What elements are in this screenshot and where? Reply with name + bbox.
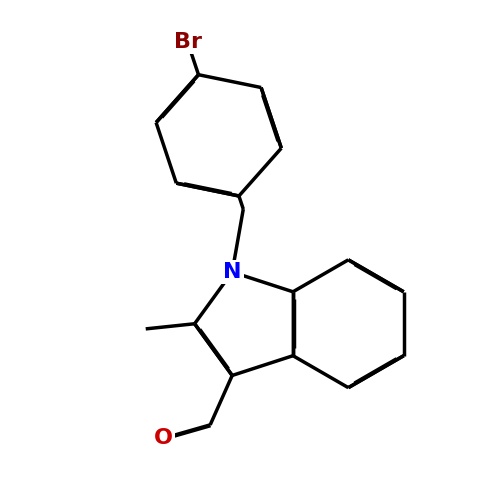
Text: Br: Br	[174, 32, 202, 52]
Text: O: O	[154, 428, 172, 448]
Text: N: N	[223, 262, 242, 282]
